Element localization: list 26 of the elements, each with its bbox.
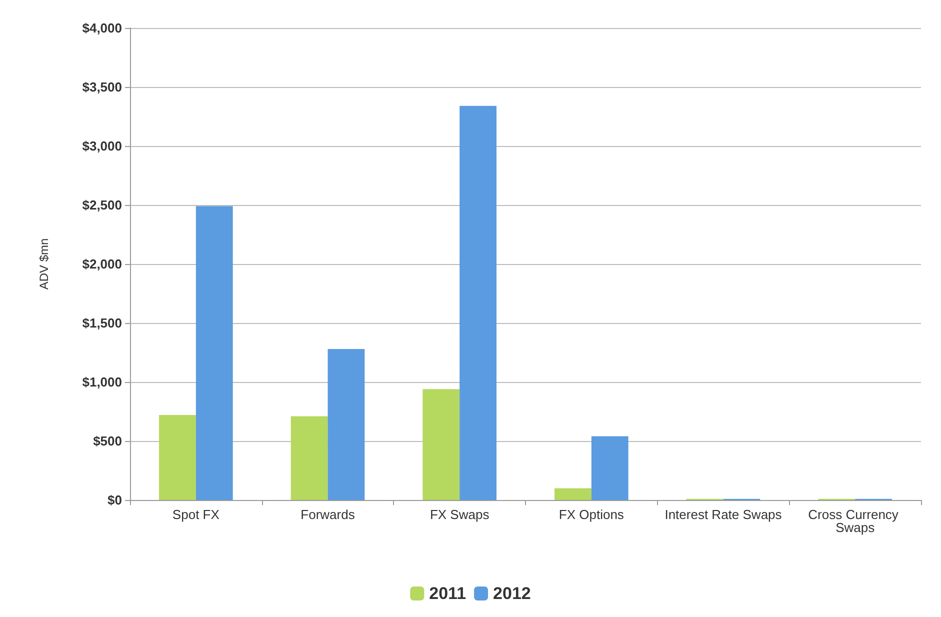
y-tick-label: $500 [93,434,122,448]
legend-label: 2012 [493,584,531,603]
bar [460,106,496,500]
x-tick-label: Forwards [300,507,356,522]
bar [159,415,196,500]
x-tick-label: FX Options [558,507,624,522]
bar [290,416,328,500]
y-tick-label: $1,500 [82,316,122,330]
x-tick-label: FX Swaps [430,507,490,522]
y-tick-label: $1,000 [82,374,122,390]
y-axis-title: ADV $mn [37,238,51,290]
y-tick-label: $4,000 [82,20,122,36]
bar [591,436,628,500]
x-tick-label: Cross Currency Swaps [808,507,902,535]
bar [328,348,365,500]
bar [422,389,460,500]
bar [554,488,592,500]
y-tick-label: $2,000 [82,256,122,272]
y-tick-label: $3,500 [82,80,122,94]
y-tick-label: $0 [108,492,122,508]
legend-label: 2011 [429,584,466,603]
x-tick-label: Spot FX [172,507,220,522]
bar [196,206,233,500]
x-tick-label: Interest Rate Swaps [664,507,782,522]
y-tick-label: $2,500 [82,198,122,212]
y-tick-label: $3,000 [82,138,122,154]
